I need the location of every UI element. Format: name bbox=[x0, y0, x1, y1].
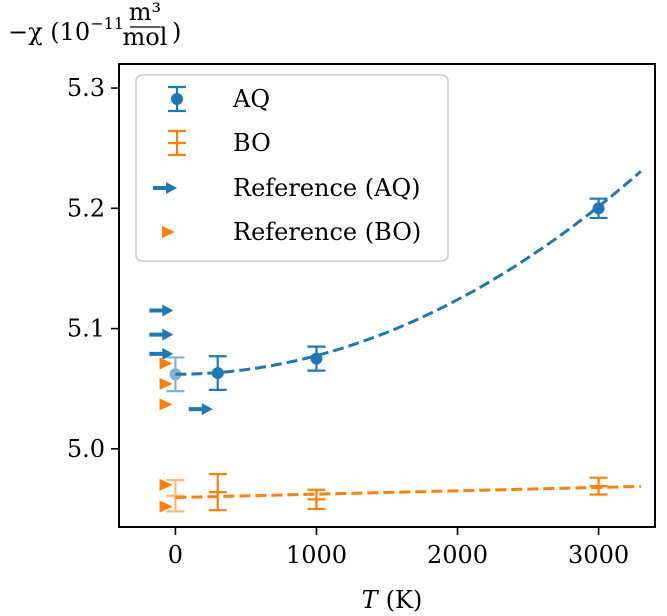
legend-item-reference-bo: Reference (BO) bbox=[162, 218, 421, 246]
x-tick-label: 0 bbox=[168, 541, 183, 569]
reference-aq-marker-head bbox=[162, 328, 174, 341]
y-tick-label: 5.2 bbox=[67, 194, 105, 222]
reference-aq-marker-head bbox=[162, 304, 174, 317]
data-marker bbox=[310, 352, 323, 365]
legend-label: Reference (BO) bbox=[233, 218, 421, 246]
y-axis-label: −χ (10−11 m³ mol ) bbox=[8, 0, 181, 51]
x-axis-label-symbol: T bbox=[362, 586, 380, 614]
reference-bo-marker bbox=[159, 398, 173, 411]
x-axis-label: T (K) bbox=[362, 586, 423, 614]
legend-marker-head bbox=[166, 182, 177, 194]
plot-frame bbox=[118, 63, 656, 528]
data-marker bbox=[169, 368, 182, 381]
y-axis-label-suffix: ) bbox=[172, 18, 181, 46]
y-tick-label: 5.3 bbox=[67, 74, 105, 102]
y-axis-label-prefix: −χ (10 bbox=[8, 18, 90, 46]
y-tick-label: 5.0 bbox=[67, 435, 105, 463]
data-point bbox=[208, 355, 227, 392]
x-axis-label-unit: (K) bbox=[386, 586, 423, 614]
legend-item-reference-aq: Reference (AQ) bbox=[153, 174, 421, 202]
legend: AQ BO Reference (AQ) Reference (BO) bbox=[135, 74, 449, 262]
legend-marker bbox=[162, 226, 175, 238]
legend-item-bo: BO bbox=[168, 129, 271, 157]
reference-bo-marker bbox=[159, 500, 173, 513]
legend-item-aq: AQ bbox=[168, 85, 270, 113]
y-axis-label-numerator: m³ bbox=[129, 0, 161, 26]
y-tick-label: 5.1 bbox=[67, 315, 105, 343]
fit-curve-aq bbox=[175, 170, 642, 376]
data-point bbox=[307, 345, 326, 372]
reference-aq-marker bbox=[149, 347, 174, 360]
data-point bbox=[208, 472, 227, 512]
data-marker bbox=[211, 367, 224, 380]
reference-bo-marker bbox=[159, 478, 173, 491]
legend-label: BO bbox=[233, 129, 271, 157]
data-marker bbox=[592, 202, 605, 215]
legend-label: Reference (AQ) bbox=[233, 174, 421, 202]
reference-bo-marker bbox=[159, 357, 173, 370]
reference-aq-marker bbox=[149, 328, 174, 341]
y-axis-label-exponent: −11 bbox=[90, 14, 124, 33]
svg-text:−χ (10−11: −χ (10−11 bbox=[8, 14, 124, 46]
reference-aq-marker bbox=[149, 304, 174, 317]
y-axis-label-denominator: mol bbox=[123, 23, 168, 51]
reference-aq-marker bbox=[188, 403, 213, 416]
legend-marker bbox=[171, 93, 183, 105]
legend-box bbox=[135, 74, 449, 262]
legend-marker bbox=[153, 182, 177, 194]
reference-aq-marker-head bbox=[162, 347, 174, 360]
plot-content bbox=[149, 170, 642, 513]
x-tick-label: 2000 bbox=[427, 541, 488, 569]
plot-clipped-group bbox=[149, 170, 642, 513]
reference-aq-marker-head bbox=[201, 403, 213, 416]
data-point bbox=[166, 356, 185, 393]
reference-bo-marker bbox=[159, 377, 173, 390]
x-ticks: 0 1000 2000 3000 bbox=[168, 527, 629, 569]
data-point bbox=[307, 488, 326, 511]
data-point bbox=[589, 476, 608, 496]
legend-label: AQ bbox=[232, 85, 270, 113]
data-point bbox=[166, 478, 185, 513]
fit-curve-bo bbox=[175, 484, 641, 499]
y-ticks: 5.0 5.1 5.2 5.3 bbox=[67, 74, 119, 463]
data-point bbox=[589, 197, 608, 220]
x-tick-label: 1000 bbox=[286, 541, 347, 569]
x-tick-label: 3000 bbox=[568, 541, 629, 569]
